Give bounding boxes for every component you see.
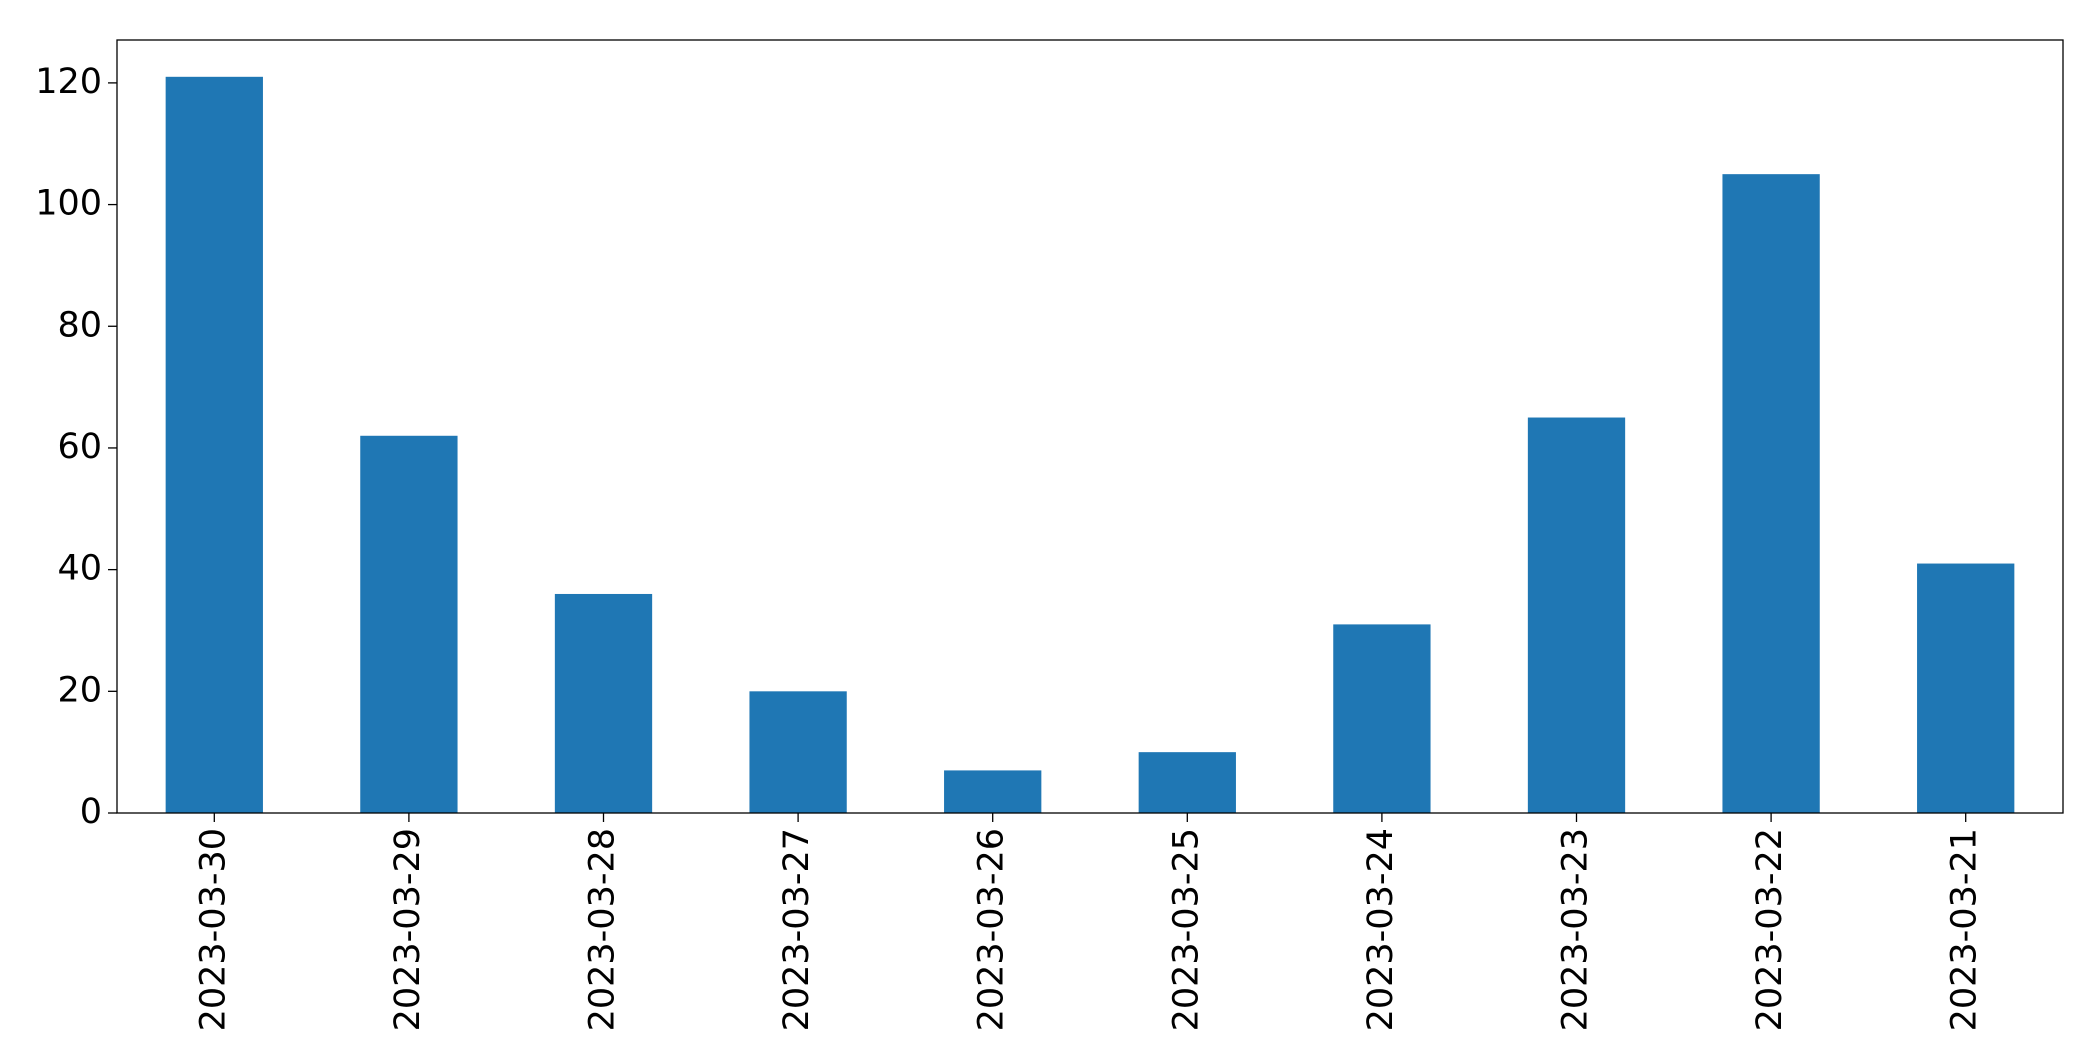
y-tick-label: 40 [57, 549, 102, 589]
x-tick-label: 2023-03-26 [972, 828, 1012, 1031]
bar [944, 770, 1042, 813]
axes-frame [116, 39, 2064, 814]
y-tick-label: 80 [57, 305, 102, 345]
bar [1333, 624, 1431, 813]
bar [1917, 563, 2015, 813]
x-tick-label: 2023-03-28 [583, 828, 623, 1031]
bar [749, 691, 847, 813]
y-tick-label: 60 [57, 427, 102, 467]
bar [360, 435, 458, 813]
x-tick-label: 2023-03-29 [388, 828, 428, 1031]
x-tick-label: 2023-03-22 [1750, 828, 1790, 1031]
x-tick-label: 2023-03-24 [1361, 828, 1401, 1031]
x-tick-label: 2023-03-21 [1945, 828, 1985, 1031]
bar [165, 76, 263, 814]
x-tick-label: 2023-03-30 [193, 828, 233, 1031]
y-tick-label: 0 [80, 792, 102, 832]
bar [554, 593, 653, 813]
bar [1722, 174, 1820, 813]
y-tick-label: 20 [57, 670, 102, 710]
x-tick-label: 2023-03-25 [1166, 828, 1206, 1031]
x-tick-label: 2023-03-23 [1556, 828, 1596, 1031]
bar [1527, 417, 1626, 813]
x-tick-label: 2023-03-27 [777, 828, 817, 1031]
y-tick-label: 100 [35, 184, 102, 224]
bar [1138, 752, 1236, 813]
y-tick-label: 120 [35, 62, 102, 102]
